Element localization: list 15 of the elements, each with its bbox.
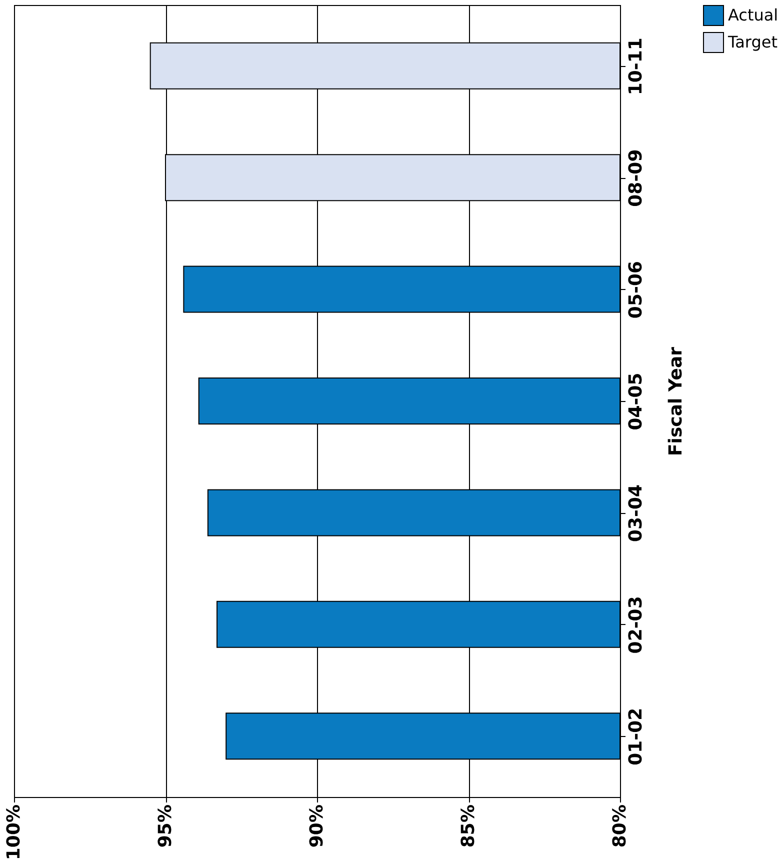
y-tick-label: 01-02 bbox=[626, 708, 646, 766]
y-tick-label: 04-05 bbox=[626, 372, 646, 430]
x-tick-label: 80% bbox=[610, 804, 630, 848]
x-tick-label: 100% bbox=[4, 804, 24, 860]
y-tick-label: 10-11 bbox=[626, 38, 646, 96]
y-tick-label: 02-03 bbox=[626, 596, 646, 654]
legend-label: Target bbox=[727, 32, 778, 52]
x-tick-label: 90% bbox=[306, 804, 328, 848]
x-tick-label: 85% bbox=[458, 804, 479, 848]
y-tick-label: 05-06 bbox=[626, 260, 646, 319]
legend-label: Actual bbox=[728, 6, 778, 24]
y-tick-label: 08-09 bbox=[626, 149, 646, 207]
x-tick-label: 95% bbox=[155, 804, 176, 848]
y-tick-label: 03-04 bbox=[626, 484, 646, 542]
y-axis-title: Fiscal Year bbox=[666, 346, 686, 456]
